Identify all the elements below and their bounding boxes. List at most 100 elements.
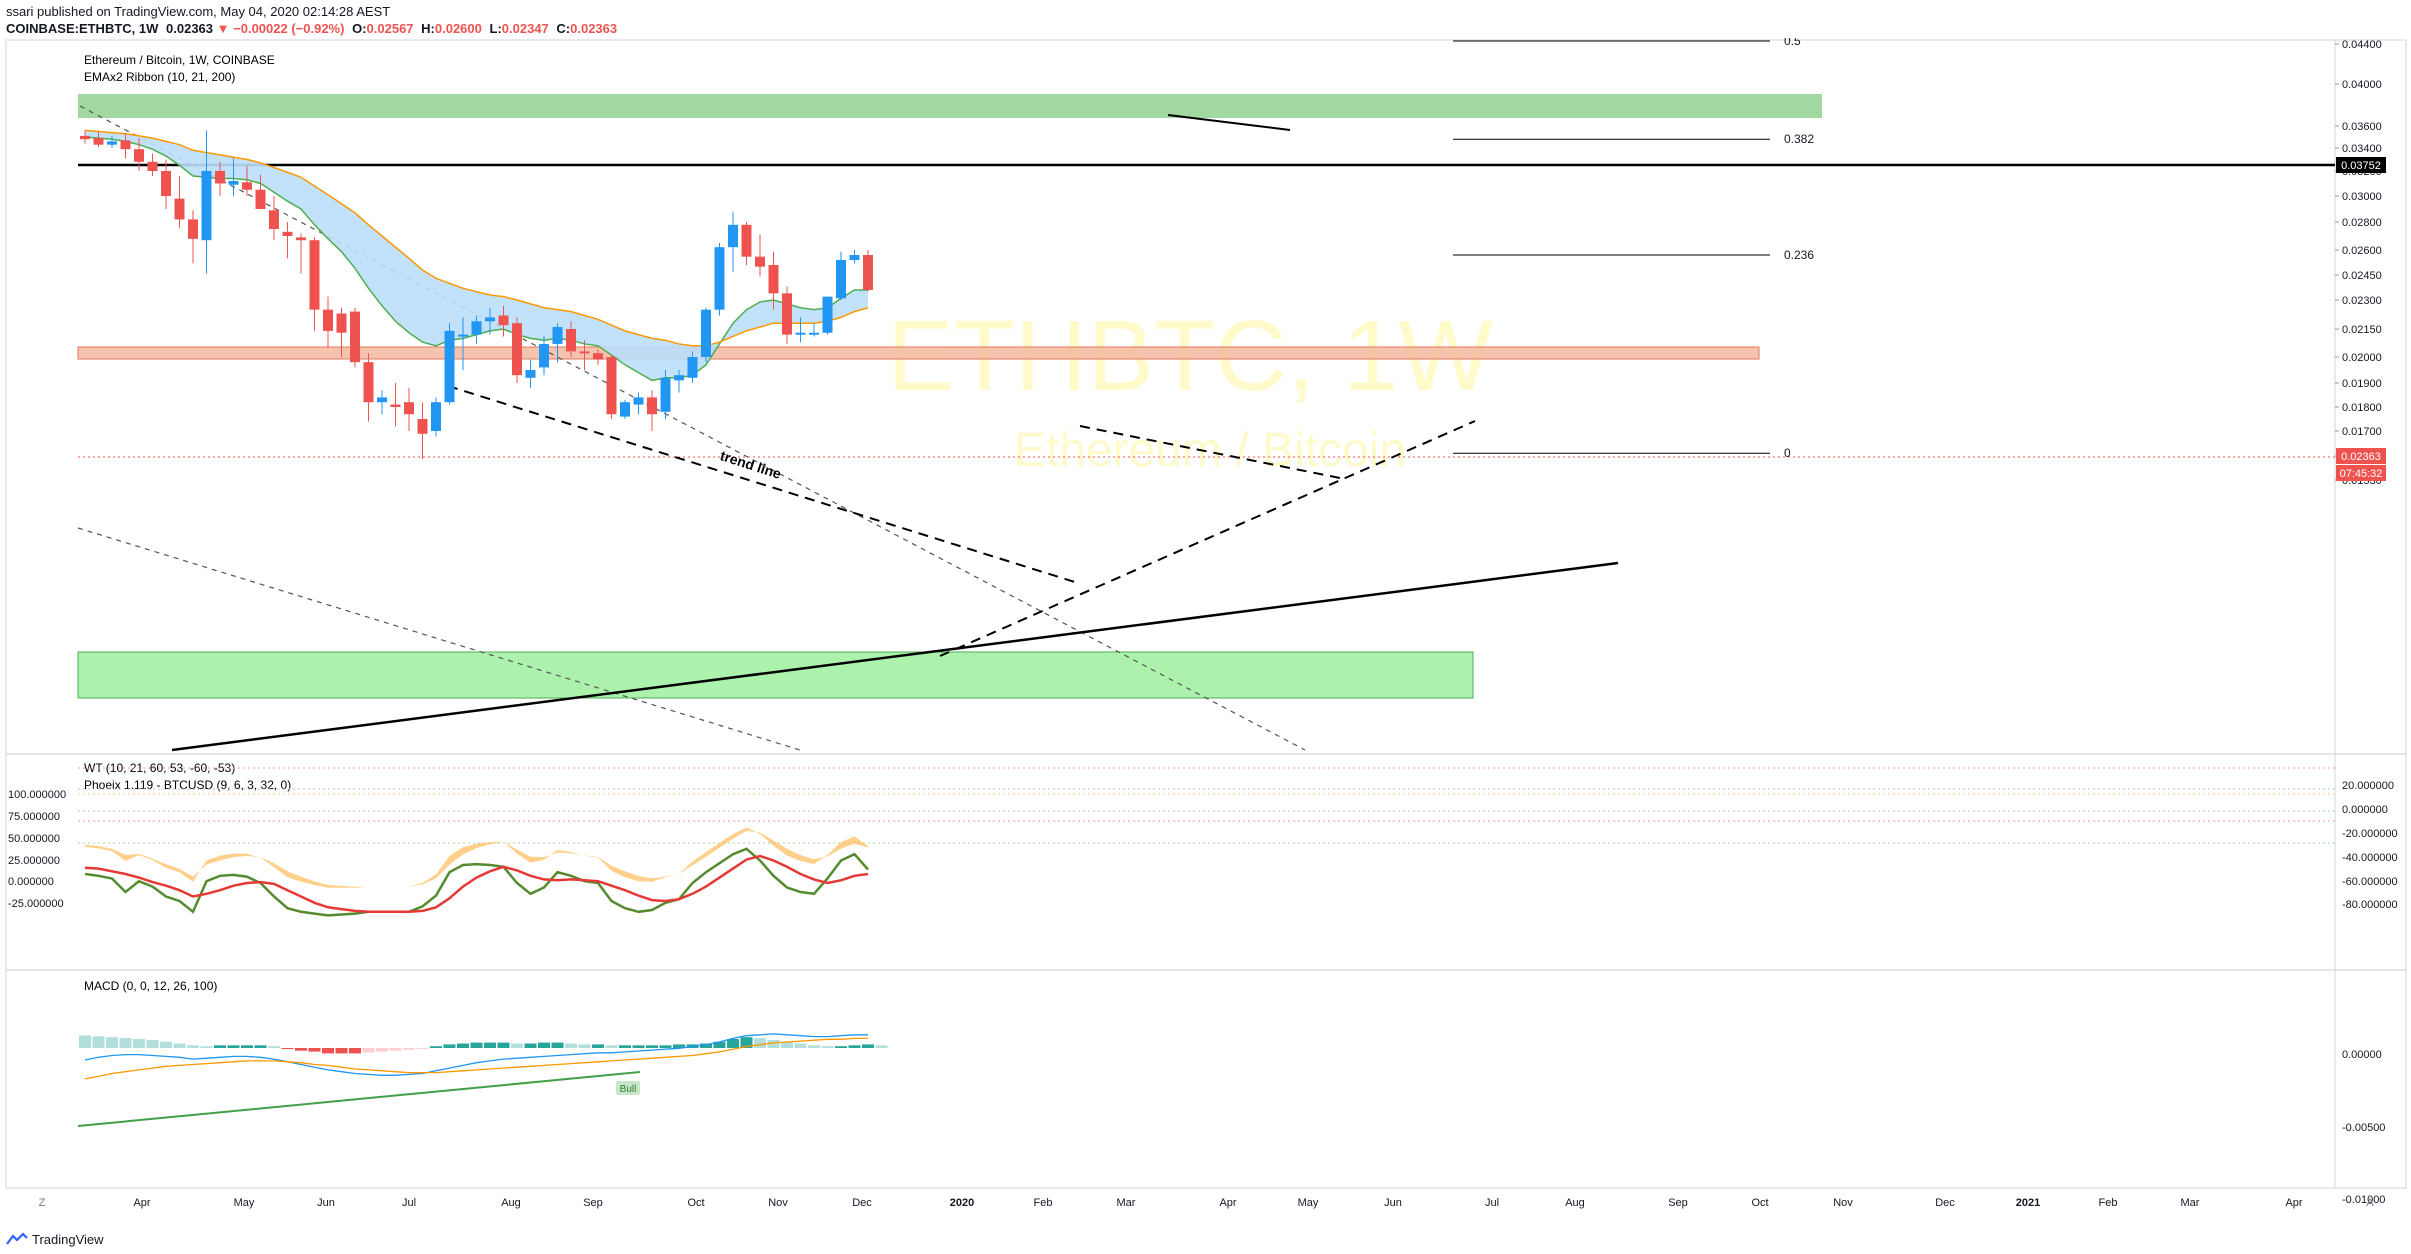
candle-body [566, 329, 576, 352]
zoom-button[interactable]: Z [39, 1197, 46, 1209]
time-tick-label: Apr [2285, 1197, 2302, 1209]
candle-body [134, 149, 144, 162]
wt-left-tick: 100.000000 [8, 789, 66, 801]
wt2-line [84, 854, 869, 914]
auto-scale-button[interactable]: A [2366, 1197, 2374, 1209]
macd-histogram-bar [484, 1042, 496, 1048]
candle-body [660, 377, 671, 412]
price-tick-label: 0.03000 [2342, 191, 2382, 203]
wt-axes: 100.000000 75.000000 50.000000 25.000000 0.0… [8, 780, 2398, 911]
support-zone[interactable] [77, 651, 1474, 699]
footer: TradingView [6, 1228, 104, 1250]
wt-left-tick: 25.000000 [8, 855, 60, 867]
macd-histogram-bar [349, 1048, 361, 1054]
candle-body [269, 210, 279, 229]
ema-ribbon-legend: EMAx2 Ribbon (10, 21, 200) [84, 70, 235, 84]
macd-histogram-bar [835, 1046, 847, 1048]
price-tick-label: 0.02800 [2342, 217, 2382, 229]
price-tick-label: 0.03400 [2342, 143, 2382, 155]
macd-histogram-bar [592, 1044, 604, 1048]
candle-body [350, 311, 360, 363]
low-value: 0.02347 [501, 21, 549, 36]
macd-histogram-bar [214, 1045, 226, 1048]
candle-body [647, 397, 657, 415]
macd-histogram-bar [646, 1045, 658, 1048]
high-value: 0.02600 [434, 21, 482, 36]
candle-body [674, 375, 684, 381]
time-tick-label: Apr [133, 1197, 150, 1209]
macd-histogram-bar [200, 1046, 213, 1048]
candle-body [525, 370, 536, 378]
wt-right-tick: -20.000000 [2342, 828, 2398, 840]
candle-body [390, 404, 401, 407]
wt-left-tick: -25.000000 [8, 898, 64, 910]
down-arrow-icon: ▼ [216, 21, 230, 36]
fib-level-label: 0.236 [1784, 248, 1814, 262]
price-change: −0.00022 (−0.92%) [233, 21, 345, 36]
triangle-lower-line[interactable] [939, 420, 1476, 657]
time-tick-label: May [234, 1197, 255, 1209]
time-tick-label: Nov [768, 1197, 788, 1209]
symbol-ohlc-row: COINBASE:ETHBTC, 1W 0.02363 ▼ −0.00022 (… [6, 20, 2406, 37]
macd-histogram-bar [605, 1045, 618, 1048]
price-axis[interactable]: 0.044000.040000.036000.034000.032000.030… [2335, 39, 2382, 487]
open-value: 0.02567 [366, 21, 414, 36]
macd-histogram-bar [335, 1048, 348, 1054]
macd-histogram-bar [362, 1048, 375, 1053]
ema-ribbon-fill [85, 130, 868, 381]
macd-signal-line [84, 1037, 868, 1080]
candle-body [741, 224, 752, 257]
fibonacci-levels[interactable]: 0.5 0.382 0.236 0 [1453, 38, 1814, 460]
macd-histogram-bar [376, 1048, 388, 1052]
candle-body [228, 181, 239, 185]
last-price-badge-text: 0.02363 [2341, 451, 2381, 463]
time-tick-label: Aug [501, 1197, 521, 1209]
time-axis[interactable]: Apr May Jun Jul Aug Sep Oct Nov Dec 2020 Feb Mar Apr… [133, 1197, 2302, 1209]
short-black-line[interactable] [1167, 114, 1291, 131]
macd-indicator [79, 1033, 888, 1080]
brand-name: TradingView [32, 1231, 104, 1247]
trend-line-dashed[interactable] [447, 385, 1079, 584]
candle-body [404, 402, 414, 415]
resistance-zone[interactable] [77, 346, 1760, 360]
price-tick-label: 0.04000 [2342, 79, 2382, 91]
long-term-trendline[interactable] [171, 561, 1619, 752]
channel-upper-dashed-line[interactable] [79, 105, 1306, 751]
time-tick-label: Mar [2181, 1197, 2200, 1209]
macd-histogram-bar [848, 1045, 861, 1048]
price-tick-label: 0.01800 [2342, 402, 2382, 414]
macd-histogram-bar [281, 1048, 294, 1049]
macd-trendline[interactable] [77, 1071, 641, 1127]
candle-body [444, 330, 455, 403]
candle-body [417, 419, 428, 434]
time-tick-label: Apr [1219, 1197, 1236, 1209]
candle-body [633, 397, 644, 405]
chart-canvas[interactable]: ETHBTC, 1W Ethereum / Bitcoin trend line… [0, 38, 2411, 1228]
candle-body [498, 315, 509, 326]
macd-histogram-bar [470, 1042, 483, 1048]
macd-histogram-bar [808, 1045, 820, 1048]
macd-histogram-bar [794, 1043, 807, 1048]
time-tick-label: Jul [402, 1197, 416, 1209]
macd-histogram-bar [740, 1037, 753, 1048]
macd-histogram-bar [430, 1046, 442, 1048]
last-price-badge [2336, 448, 2386, 464]
price-tick-label: 0.01900 [2342, 378, 2382, 390]
macd-histogram-bar [106, 1037, 118, 1048]
macd-histogram-bar [767, 1039, 780, 1048]
candle-body [363, 362, 374, 403]
publish-info: ssari published on TradingView.com, May … [6, 4, 391, 19]
upper-green-zone[interactable] [78, 94, 1822, 118]
macd-tick: 0.00000 [2342, 1049, 2382, 1061]
candle-body [512, 323, 522, 376]
candle-body [120, 140, 131, 150]
candle-body [80, 135, 90, 140]
time-tick-label: Jul [1485, 1197, 1499, 1209]
macd-histogram-bar [578, 1044, 591, 1048]
candle-body [458, 334, 468, 337]
wt-right-tick: -80.000000 [2342, 899, 2398, 911]
macd-histogram-bar [443, 1044, 456, 1048]
candle-body [606, 357, 617, 415]
time-tick-label: 2020 [950, 1197, 974, 1209]
candle-body [323, 309, 333, 331]
